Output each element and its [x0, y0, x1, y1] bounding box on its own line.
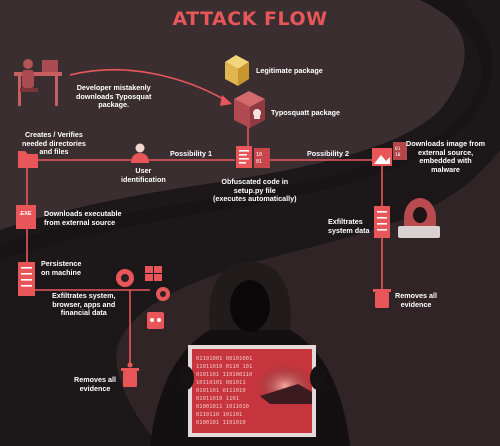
label-line: and files: [39, 147, 69, 157]
label-developer: Developer mistakenly downloads Typosquat…: [76, 83, 152, 110]
label-removes-evidence-left: Removes all evidence: [74, 375, 116, 393]
label-line: from external source: [44, 217, 116, 227]
svg-text:01: 01: [256, 159, 262, 165]
label-line: Removes all: [395, 291, 437, 300]
label-line: Obfuscated code in: [221, 177, 289, 186]
label-line: Exfiltrates: [328, 217, 363, 226]
svg-text:10110101 001011: 10110101 001011: [196, 380, 246, 386]
svg-text:01101001 00101001: 01101001 00101001: [196, 356, 252, 362]
hooded-hacker-icon: [398, 198, 440, 238]
label-line: Developer mistakenly: [76, 83, 151, 92]
label-downloads-image: Downloads image from external source, em…: [406, 139, 486, 174]
connector-developer-to-typosquat: [69, 68, 226, 101]
label-line: financial data: [60, 308, 107, 318]
label-line: Creates / Verifies: [24, 130, 83, 139]
trash-bin-icon-left: [121, 368, 139, 387]
label-possibility-1: Possibility 1: [170, 149, 212, 158]
exe-tag: .EXE: [19, 211, 32, 217]
label-line: needed directories: [22, 138, 86, 148]
user-icon: [131, 143, 149, 163]
label-line: Exfiltrates system,: [52, 291, 116, 300]
svg-text:11011010 0110 101: 11011010 0110 101: [196, 364, 252, 370]
label-line: system data: [328, 225, 370, 235]
label-exfiltrates-financial: Exfiltrates system, browser, apps and fi…: [52, 291, 116, 318]
label-typosquat-package: Typosquatt package: [271, 108, 340, 117]
browser-icon: [116, 269, 170, 301]
svg-text:0101101 110100110: 0101101 110100110: [196, 372, 252, 378]
label-line: downloads Typosquat: [76, 91, 152, 101]
label-line: Removes all: [74, 375, 116, 384]
server-icon: [18, 262, 35, 296]
svg-text:0110110 101101: 0110110 101101: [196, 412, 242, 418]
folder-icon: [18, 151, 38, 168]
label-line: identification: [121, 174, 166, 184]
label-line: (executes automatically): [213, 194, 297, 204]
apps-icon: [147, 312, 164, 329]
label-line: Downloads executable: [44, 209, 122, 218]
label-downloads-executable: Downloads executable from external sourc…: [44, 209, 122, 227]
label-line: User: [135, 166, 152, 175]
label-persistence: Persistence on machine: [41, 259, 82, 277]
label-line: Downloads image from: [406, 139, 486, 148]
label-creates-dirs: Creates / Verifies needed directories an…: [22, 130, 86, 157]
label-possibility-2: Possibility 2: [307, 149, 349, 158]
hooded-figure-image: 01101001 00101001 11011010 0110 101 0101…: [150, 262, 350, 446]
legit-package-icon: [225, 55, 249, 86]
flow-connectors: [26, 68, 383, 365]
trash-bin-icon: [373, 289, 391, 308]
page-title: ATTACK FLOW: [172, 8, 328, 30]
label-legit-package: Legitimate package: [256, 66, 323, 75]
label-line: malware: [431, 164, 460, 174]
label-line: external source,: [417, 147, 474, 157]
developer-at-desk-icon: [14, 59, 62, 106]
svg-text:01: 01: [395, 146, 401, 152]
windows-logo-icon: [145, 266, 162, 281]
upper-ribbon: [0, 0, 465, 230]
typosquat-package-icon: [234, 91, 265, 128]
label-user-identification: User identification: [121, 166, 166, 184]
image-file-icon: 01 10: [372, 142, 407, 166]
label-line: setup.py file: [233, 185, 276, 195]
exe-file-icon: [16, 205, 36, 229]
label-obfuscated-code: Obfuscated code in setup.py file (execut…: [213, 177, 297, 204]
label-line: evidence: [79, 383, 111, 393]
label-line: on machine: [41, 267, 81, 277]
code-file-icon: 10 01: [236, 146, 270, 168]
label-line: Persistence: [41, 259, 82, 268]
svg-text:10: 10: [395, 152, 401, 158]
label-exfiltrates-system-data: Exfiltrates system data: [328, 217, 370, 235]
svg-text:10: 10: [256, 152, 262, 158]
svg-text:0101101 0111010: 0101101 0111010: [196, 388, 246, 394]
label-line: browser, apps and: [52, 299, 116, 309]
label-line: embedded with: [419, 156, 472, 166]
label-line: package.: [98, 100, 130, 110]
server-icon-right: [374, 206, 390, 238]
label-line: evidence: [400, 299, 432, 309]
label-removes-evidence-right: Removes all evidence: [395, 291, 437, 309]
svg-text:01001011 1011010: 01001011 1011010: [196, 404, 249, 410]
svg-text:0100101 1101010: 0100101 1101010: [196, 420, 246, 426]
svg-text:01011010 1101: 01011010 1101: [196, 396, 239, 402]
